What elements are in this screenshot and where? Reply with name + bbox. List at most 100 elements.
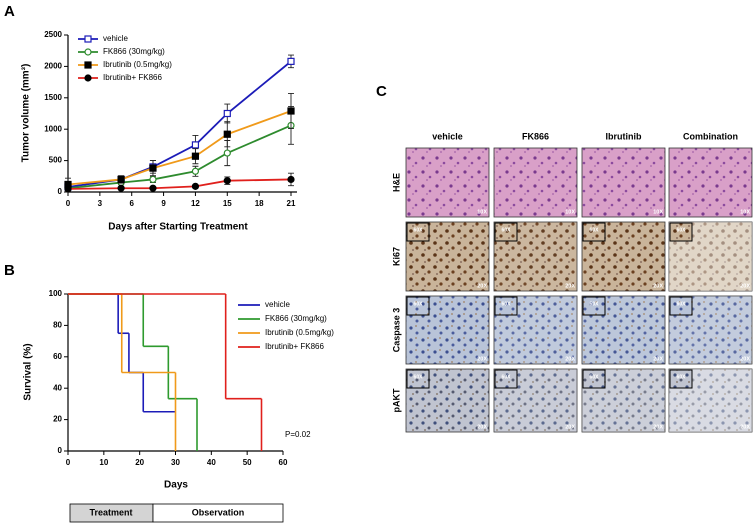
x-tick-label: 6 [129,199,134,208]
data-point [149,164,157,172]
observation-box [152,503,284,523]
micrograph [668,147,753,218]
legend-label: Ibrutinib (0.5mg/kg) [265,328,334,337]
p-value: P=0.02 [285,430,311,439]
panel-label: B [4,262,15,279]
x-tick-label: 40 [207,458,216,467]
legend-label: FK866 (30mg/kg) [103,47,165,56]
inset [494,369,518,389]
legend-label: Ibrutinib (0.5mg/kg) [103,60,172,69]
inset [406,369,430,389]
magnification: 20X [740,424,750,430]
legend-label: FK866 (30mg/kg) [265,314,327,323]
y-tick-label: 100 [49,289,63,298]
data-point [117,184,125,192]
micrograph [405,147,490,218]
y-axis-label: Survival (%) [23,343,34,400]
x-tick-label: 50 [243,458,252,467]
data-point [191,152,200,160]
y-tick-label: 0 [58,446,63,455]
x-tick-label: 0 [66,458,71,467]
legend-label: Ibrutinib+ FK866 [103,73,162,82]
phase-label: Treatment [89,507,132,517]
data-point [84,48,92,56]
y-tick-label: 20 [53,415,62,424]
magnification: 20X [565,356,575,362]
data-point [223,177,231,185]
row-label: pAKT [391,388,401,412]
magnification: 10X [653,209,663,215]
series-line [67,178,292,190]
x-tick-label: 20 [135,458,144,467]
panel-label: C [376,83,387,100]
y-tick-label: 0 [58,187,63,196]
magnification: 20X [740,283,750,289]
magnification: 20X [477,356,487,362]
magnification: 10X [565,209,575,215]
x-tick-label: 15 [223,199,232,208]
data-point [84,35,92,43]
data-point [84,61,92,69]
x-tick-label: 0 [66,199,71,208]
magnification: 20X [653,424,663,430]
x-tick-label: 10 [99,458,108,467]
column-header: FK866 [522,131,549,141]
inset-magnification: 60X [677,301,687,307]
magnification: 20X [477,283,487,289]
y-tick-label: 60 [53,352,62,361]
phase-label: Observation [192,507,245,517]
inset-magnification: 60X [677,227,687,233]
series-line [67,60,292,188]
inset [494,296,518,316]
legend-label: vehicle [103,34,128,43]
x-tick-label: 9 [161,199,166,208]
inset [669,369,693,389]
magnification: 10X [477,209,487,215]
inset [582,296,606,316]
data-point [191,141,200,149]
legend-label: Ibrutinib+ FK866 [265,342,324,351]
data-point [117,175,125,184]
y-axis-label: Tumor volume (mm³) [21,64,32,163]
y-tick-label: 40 [53,383,62,392]
x-tick-label: 30 [171,458,180,467]
x-tick-label: 18 [255,199,264,208]
x-tick-label: 60 [279,458,288,467]
data-point [64,185,72,193]
magnification: 20X [653,356,663,362]
magnification: 20X [565,283,575,289]
data-point [223,130,231,138]
inset-magnification: 60X [414,227,424,233]
inset-magnification: 60X [502,374,512,380]
inset-magnification: 60X [502,227,512,233]
inset-magnification: 60X [590,301,600,307]
y-tick-label: 1500 [44,93,62,102]
column-header: vehicle [432,131,463,141]
y-tick-label: 2500 [44,30,62,39]
inset-magnification: 60X [502,301,512,307]
micrograph [493,147,578,218]
row-label: Caspase 3 [391,308,401,353]
series-line [67,110,292,186]
inset [669,222,693,242]
inset [494,222,518,242]
data-point [191,182,200,190]
data-point [287,57,295,65]
data-point [149,175,157,184]
x-tick-label: 3 [98,199,103,208]
inset-magnification: 60X [414,374,424,380]
data-point [287,175,295,184]
magnification: 10X [740,209,750,215]
data-point [223,149,231,157]
row-label: H&E [391,173,401,192]
magnification: 20X [565,424,575,430]
panel-label: A [4,3,15,20]
micrograph [581,147,666,218]
inset-magnification: 60X [590,227,600,233]
inset [669,296,693,316]
inset-magnification: 60X [677,374,687,380]
inset-magnification: 60X [414,301,424,307]
inset [406,296,430,316]
data-point [191,167,200,175]
data-point [84,74,92,82]
